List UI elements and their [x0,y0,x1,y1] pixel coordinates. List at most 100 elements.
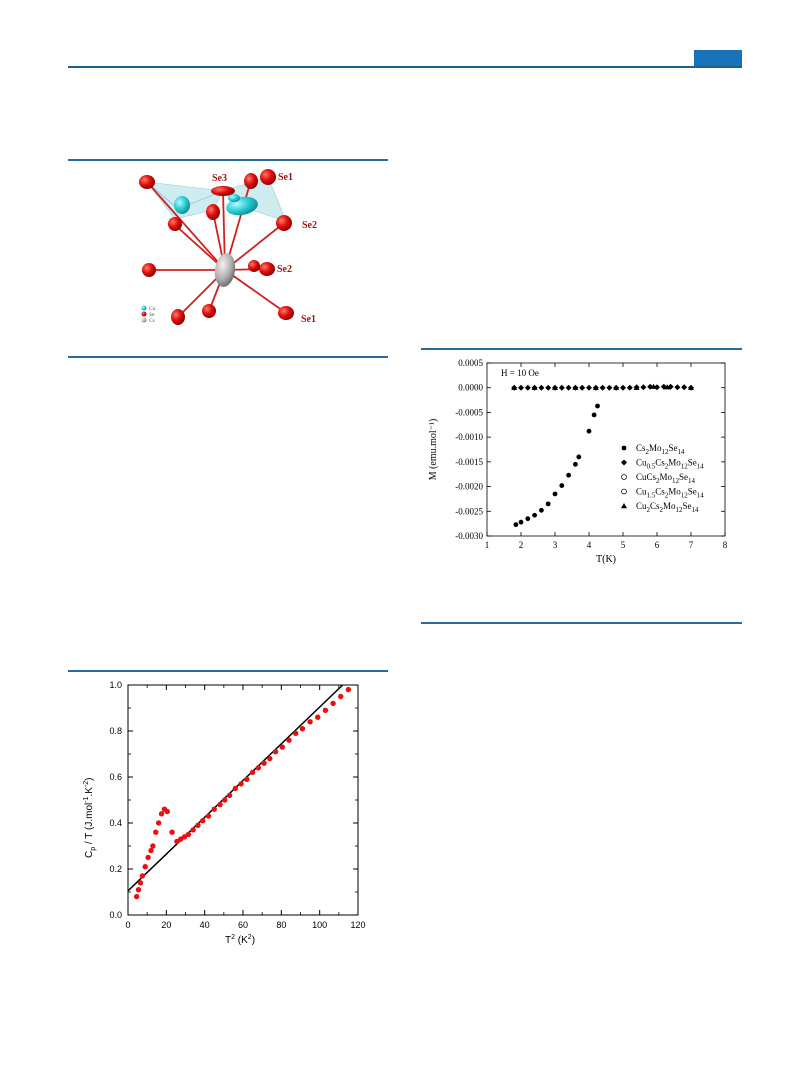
data-point [620,384,626,391]
data-point [538,384,545,391]
data-point [293,730,299,736]
data-point [576,454,582,460]
y-tick-label: 0.4 [109,818,122,828]
legend-label: Cs [149,318,155,324]
data-point [286,737,292,743]
data-point [142,864,148,870]
x-tick-label: 4 [587,540,592,550]
data-point [633,384,640,390]
data-point [330,700,336,707]
data-point [518,384,524,391]
data-point [531,384,538,390]
data-point [345,686,352,693]
x-axis-label: T2 (K2) [225,934,255,946]
data-point [135,887,142,893]
figure-bottom-rule [421,622,742,624]
legend-marker [621,474,627,480]
data-point [566,472,571,478]
y-tick-label: 0.6 [109,772,122,782]
data-point [599,384,606,391]
figure-bottom-rule [68,356,388,358]
data-point [573,461,578,467]
legend-marker [621,445,627,451]
data-point [155,820,162,826]
data-point [222,797,228,803]
data-point [545,384,552,391]
field-annotation: H = 10 Oe [501,368,539,378]
x-tick-label: 20 [161,920,171,930]
atom-label: Se2 [277,264,292,275]
data-point [133,893,140,900]
x-tick-label: 6 [655,540,660,550]
x-tick-label: 120 [350,920,365,930]
data-point [613,384,620,390]
y-tick-label: 0.0 [109,910,122,920]
x-tick-label: 3 [553,540,558,550]
data-point [145,854,151,861]
figure-top-rule [68,670,388,672]
legend-marker [621,503,627,509]
legend-label: Cu [149,306,156,312]
y-tick-label: 0.0005 [458,358,483,368]
y-tick-label: -0.0025 [455,506,483,516]
data-point [681,384,688,391]
plot-frame [486,362,726,537]
data-point [667,383,674,390]
data-point [674,384,681,391]
y-axis-label: Cp / T (J.mol-1.K-2) [83,778,97,859]
x-tick-label: 100 [312,920,327,930]
data-point [249,769,256,776]
data-point [137,880,144,886]
x-tick-label: 80 [276,920,286,930]
x-tick-label: 40 [200,920,210,930]
atom-label: Se2 [302,220,317,231]
data-point [164,808,170,815]
data-point [532,512,537,518]
heat-capacity-chart: 0 20 40 60 80 100 120 0.0 0.2 0.4 0.6 0.8 1.0 T2 (K2)… [83,680,366,946]
legend-label: CuCs2Mo12Se14 [636,472,696,485]
data-point [190,827,196,833]
data-point [150,843,156,849]
y-tick-label: -0.0010 [455,432,483,442]
magnetization-chart: 1 2 3 4 5 6 7 8 0.0005 0.0000 -0.0005 -0.0010 -0.001… [428,358,728,565]
data-point [688,384,694,390]
y-tick-label: -0.0030 [455,531,483,541]
data-point [307,719,313,725]
data-point [279,744,285,750]
atom-label: Se3 [212,173,227,184]
data-point [525,516,531,522]
data-point [153,829,159,835]
data-point [238,781,244,787]
data-point [586,384,592,391]
y-axis-label-group: Cp / T (J.mol-1.K-2) [83,778,97,859]
data-point [606,384,613,391]
legend-marker [621,459,627,466]
data-point [552,491,558,497]
data-point [664,384,671,390]
data-point [524,384,531,391]
data-point [322,707,329,713]
crystal-structure-figure: Se3 Se1 Se2 Se2 Se1 Cu Se Cs [139,169,317,325]
data-point [200,818,206,824]
x-tick-label: 60 [238,920,248,930]
data-point [591,412,597,418]
x-tick-label: 0 [125,920,130,930]
y-tick-label: 0.8 [109,726,122,736]
data-point [169,829,175,835]
data-point [592,384,599,390]
data-point [255,765,262,771]
data-point [267,755,273,762]
data-point [226,792,233,799]
data-point [565,384,572,391]
data-point [511,384,518,390]
data-point [545,501,551,507]
data-point [513,522,519,528]
x-tick-label: 7 [689,540,694,550]
figure-top-rule [421,348,742,350]
data-point [650,383,657,389]
data-point [244,776,250,782]
data-point [595,403,600,409]
data-point [217,801,223,808]
header-accent-tab [694,50,742,67]
x-tick-label: 8 [723,540,728,550]
